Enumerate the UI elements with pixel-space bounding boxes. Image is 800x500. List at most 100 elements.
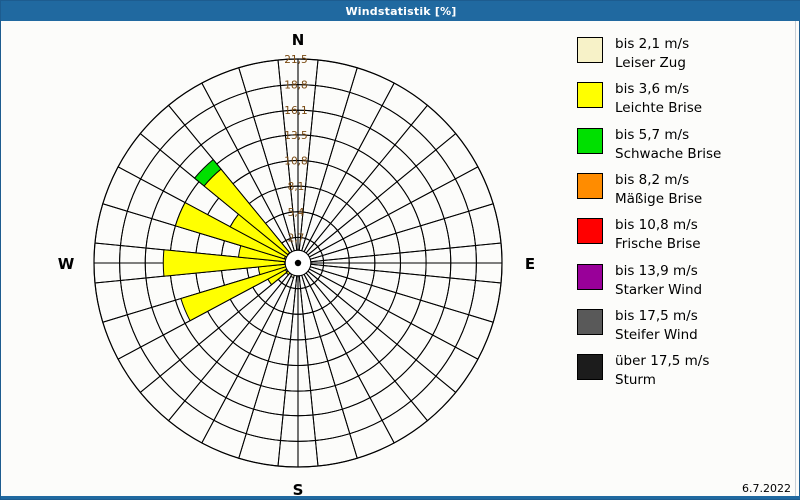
grid-cell	[238, 59, 282, 93]
date-label: 6.7.2022	[742, 482, 791, 495]
legend-description: Steifer Wind	[615, 327, 698, 344]
legend-swatch	[577, 218, 603, 245]
grid-cell	[260, 360, 289, 392]
grid-cell	[304, 335, 329, 366]
grid-cell	[370, 232, 401, 257]
legend-speed: bis 2,1 m/s	[615, 36, 690, 52]
grid-cell	[443, 210, 477, 249]
grid-cell	[410, 375, 457, 422]
grid-cell	[468, 203, 502, 247]
legend-item[interactable]: bis 2,1 m/s Leiser Zug	[577, 35, 792, 73]
radial-tick-label: 8,1	[288, 181, 305, 193]
grid-cell	[162, 165, 200, 204]
grid-cell	[357, 127, 396, 165]
grid-cell	[396, 322, 434, 361]
legend-description: Starker Wind	[615, 281, 703, 298]
legend-swatch	[577, 263, 603, 290]
grid-cell	[236, 352, 269, 387]
legend-description: Leiser Zug	[615, 55, 686, 72]
label-layer: 2,7 5,4 8,1 10,8 13,5 16,1 18,8 21,5 N E S W	[58, 31, 535, 499]
grid-cell	[415, 334, 456, 377]
legend-speed: bis 10,8 m/s	[615, 217, 698, 234]
legend-label: bis 8,2 m/s Mäßige Brise	[615, 171, 702, 209]
grid-cell	[184, 380, 227, 421]
legend-speed: bis 5,7 m/s	[615, 126, 690, 143]
legend-swatch	[577, 82, 603, 109]
legend-description: Mäßige Brise	[615, 191, 703, 208]
legend-speed: bis 13,9 m/s	[615, 262, 698, 279]
grid-cell	[334, 116, 371, 151]
title-bar: Windstatistik [%]	[1, 1, 800, 21]
legend-item[interactable]: bis 10,8 m/s Frische Brise	[577, 216, 792, 254]
grid-cell	[119, 277, 153, 316]
legend-label: bis 5,7 m/s Schwache Brise	[615, 126, 721, 164]
windrose-svg: 2,7 5,4 8,1 10,8 13,5 16,1 18,8 21,5 N E S W	[58, 31, 535, 499]
grid-cell	[346, 311, 378, 343]
legend-label: bis 2,1 m/s Leiser Zug	[615, 35, 689, 73]
grid-cell	[140, 149, 181, 192]
grid-cell	[179, 343, 218, 382]
grid-cell	[346, 267, 376, 286]
legend-label: bis 17,5 m/s Steifer Wind	[615, 307, 698, 345]
legend-item[interactable]: bis 3,6 m/s Leichte Brise	[577, 80, 792, 118]
grid-cell	[345, 341, 380, 377]
grid-cell	[213, 397, 255, 435]
grid-cell	[341, 91, 383, 129]
grid-cell	[369, 105, 412, 146]
petal-layer	[162, 158, 299, 322]
grid-cell	[198, 327, 234, 363]
legend-label: bis 3,6 m/s Leichte Brise	[615, 80, 702, 118]
grid-cell	[395, 272, 427, 301]
compass-label-north: N	[292, 31, 305, 49]
legend-speed: bis 17,5 m/s	[615, 307, 698, 324]
grid-cell	[396, 165, 434, 204]
grid-cell	[312, 408, 351, 442]
grid-cell	[184, 105, 227, 146]
windrose-chart: 2,7 5,4 8,1 10,8 13,5 16,1 18,8 21,5 N E S W	[2, 21, 562, 499]
grid-cell	[126, 178, 164, 220]
grid-cell	[357, 361, 396, 399]
grid-cell	[376, 310, 412, 345]
grid-cell	[307, 134, 336, 166]
grid-cell	[140, 334, 181, 377]
grid-cell	[410, 104, 457, 151]
radial-tick-label: 18,8	[284, 80, 307, 92]
grid-cell	[94, 279, 128, 323]
grid-cell	[200, 361, 239, 399]
outer-ring	[93, 58, 503, 468]
compass-label-east: E	[525, 255, 535, 273]
grid-cell	[415, 149, 456, 192]
legend-item[interactable]: bis 17,5 m/s Steifer Wind	[577, 307, 792, 345]
radial-tick-label: 5,4	[288, 207, 305, 219]
grid-cell	[225, 375, 262, 410]
grid-cell	[362, 327, 398, 363]
legend-label: bis 10,8 m/s Frische Brise	[615, 216, 701, 254]
grid-cell	[345, 149, 380, 185]
legend-item[interactable]: bis 8,2 m/s Mäßige Brise	[577, 171, 792, 209]
legend-item[interactable]: bis 13,9 m/s Starker Wind	[577, 262, 792, 300]
radial-tick-label: 13,5	[284, 130, 307, 142]
radial-tick-label: 21,5	[284, 54, 307, 66]
grid-cell	[162, 322, 200, 361]
windrose-petal-segment	[174, 201, 287, 260]
radial-tick-label: 16,1	[284, 105, 307, 117]
grid-cell	[139, 104, 186, 151]
grid-cell	[321, 301, 348, 332]
legend-description: Frische Brise	[615, 236, 701, 253]
grid-cell	[327, 352, 360, 387]
legend-item[interactable]: über 17,5 m/s Sturm	[577, 352, 792, 390]
compass-label-west: W	[58, 255, 75, 273]
grid-cell	[249, 164, 277, 196]
legend-label: bis 13,9 m/s Starker Wind	[615, 262, 702, 300]
origin-dot	[294, 259, 302, 267]
bottom-accent-bar	[1, 496, 800, 499]
grid-cell	[369, 380, 412, 421]
grid-cell	[394, 359, 437, 402]
legend-description: Leichte Brise	[615, 100, 703, 117]
legend-item[interactable]: bis 5,7 m/s Schwache Brise	[577, 126, 792, 164]
grid-cell	[218, 311, 250, 343]
radial-tick-label: 2,7	[288, 232, 305, 244]
grid-cell	[333, 171, 364, 205]
grid-cell	[376, 181, 412, 216]
grid-cell	[378, 343, 417, 382]
